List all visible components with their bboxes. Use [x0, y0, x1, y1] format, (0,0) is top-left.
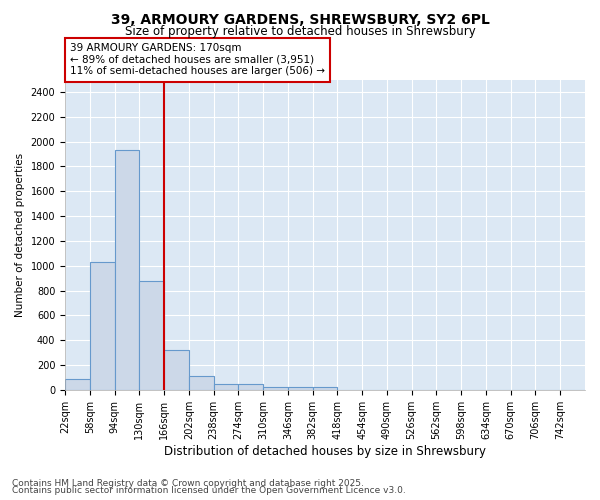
Bar [214, 384, 238, 390]
Bar [139, 280, 164, 390]
Text: Contains HM Land Registry data © Crown copyright and database right 2025.: Contains HM Land Registry data © Crown c… [12, 478, 364, 488]
Text: Contains public sector information licensed under the Open Government Licence v3: Contains public sector information licen… [12, 486, 406, 495]
Text: 39 ARMOURY GARDENS: 170sqm
← 89% of detached houses are smaller (3,951)
11% of s: 39 ARMOURY GARDENS: 170sqm ← 89% of deta… [70, 43, 325, 76]
X-axis label: Distribution of detached houses by size in Shrewsbury: Distribution of detached houses by size … [164, 444, 486, 458]
Bar [90, 262, 115, 390]
Bar [288, 388, 313, 390]
Text: Size of property relative to detached houses in Shrewsbury: Size of property relative to detached ho… [125, 25, 475, 38]
Y-axis label: Number of detached properties: Number of detached properties [15, 152, 25, 317]
Bar [65, 380, 90, 390]
Bar [238, 384, 263, 390]
Bar [313, 388, 337, 390]
Bar [164, 350, 189, 390]
Text: 39, ARMOURY GARDENS, SHREWSBURY, SY2 6PL: 39, ARMOURY GARDENS, SHREWSBURY, SY2 6PL [110, 12, 490, 26]
Bar [263, 386, 288, 390]
Bar [115, 150, 139, 390]
Bar [189, 376, 214, 390]
